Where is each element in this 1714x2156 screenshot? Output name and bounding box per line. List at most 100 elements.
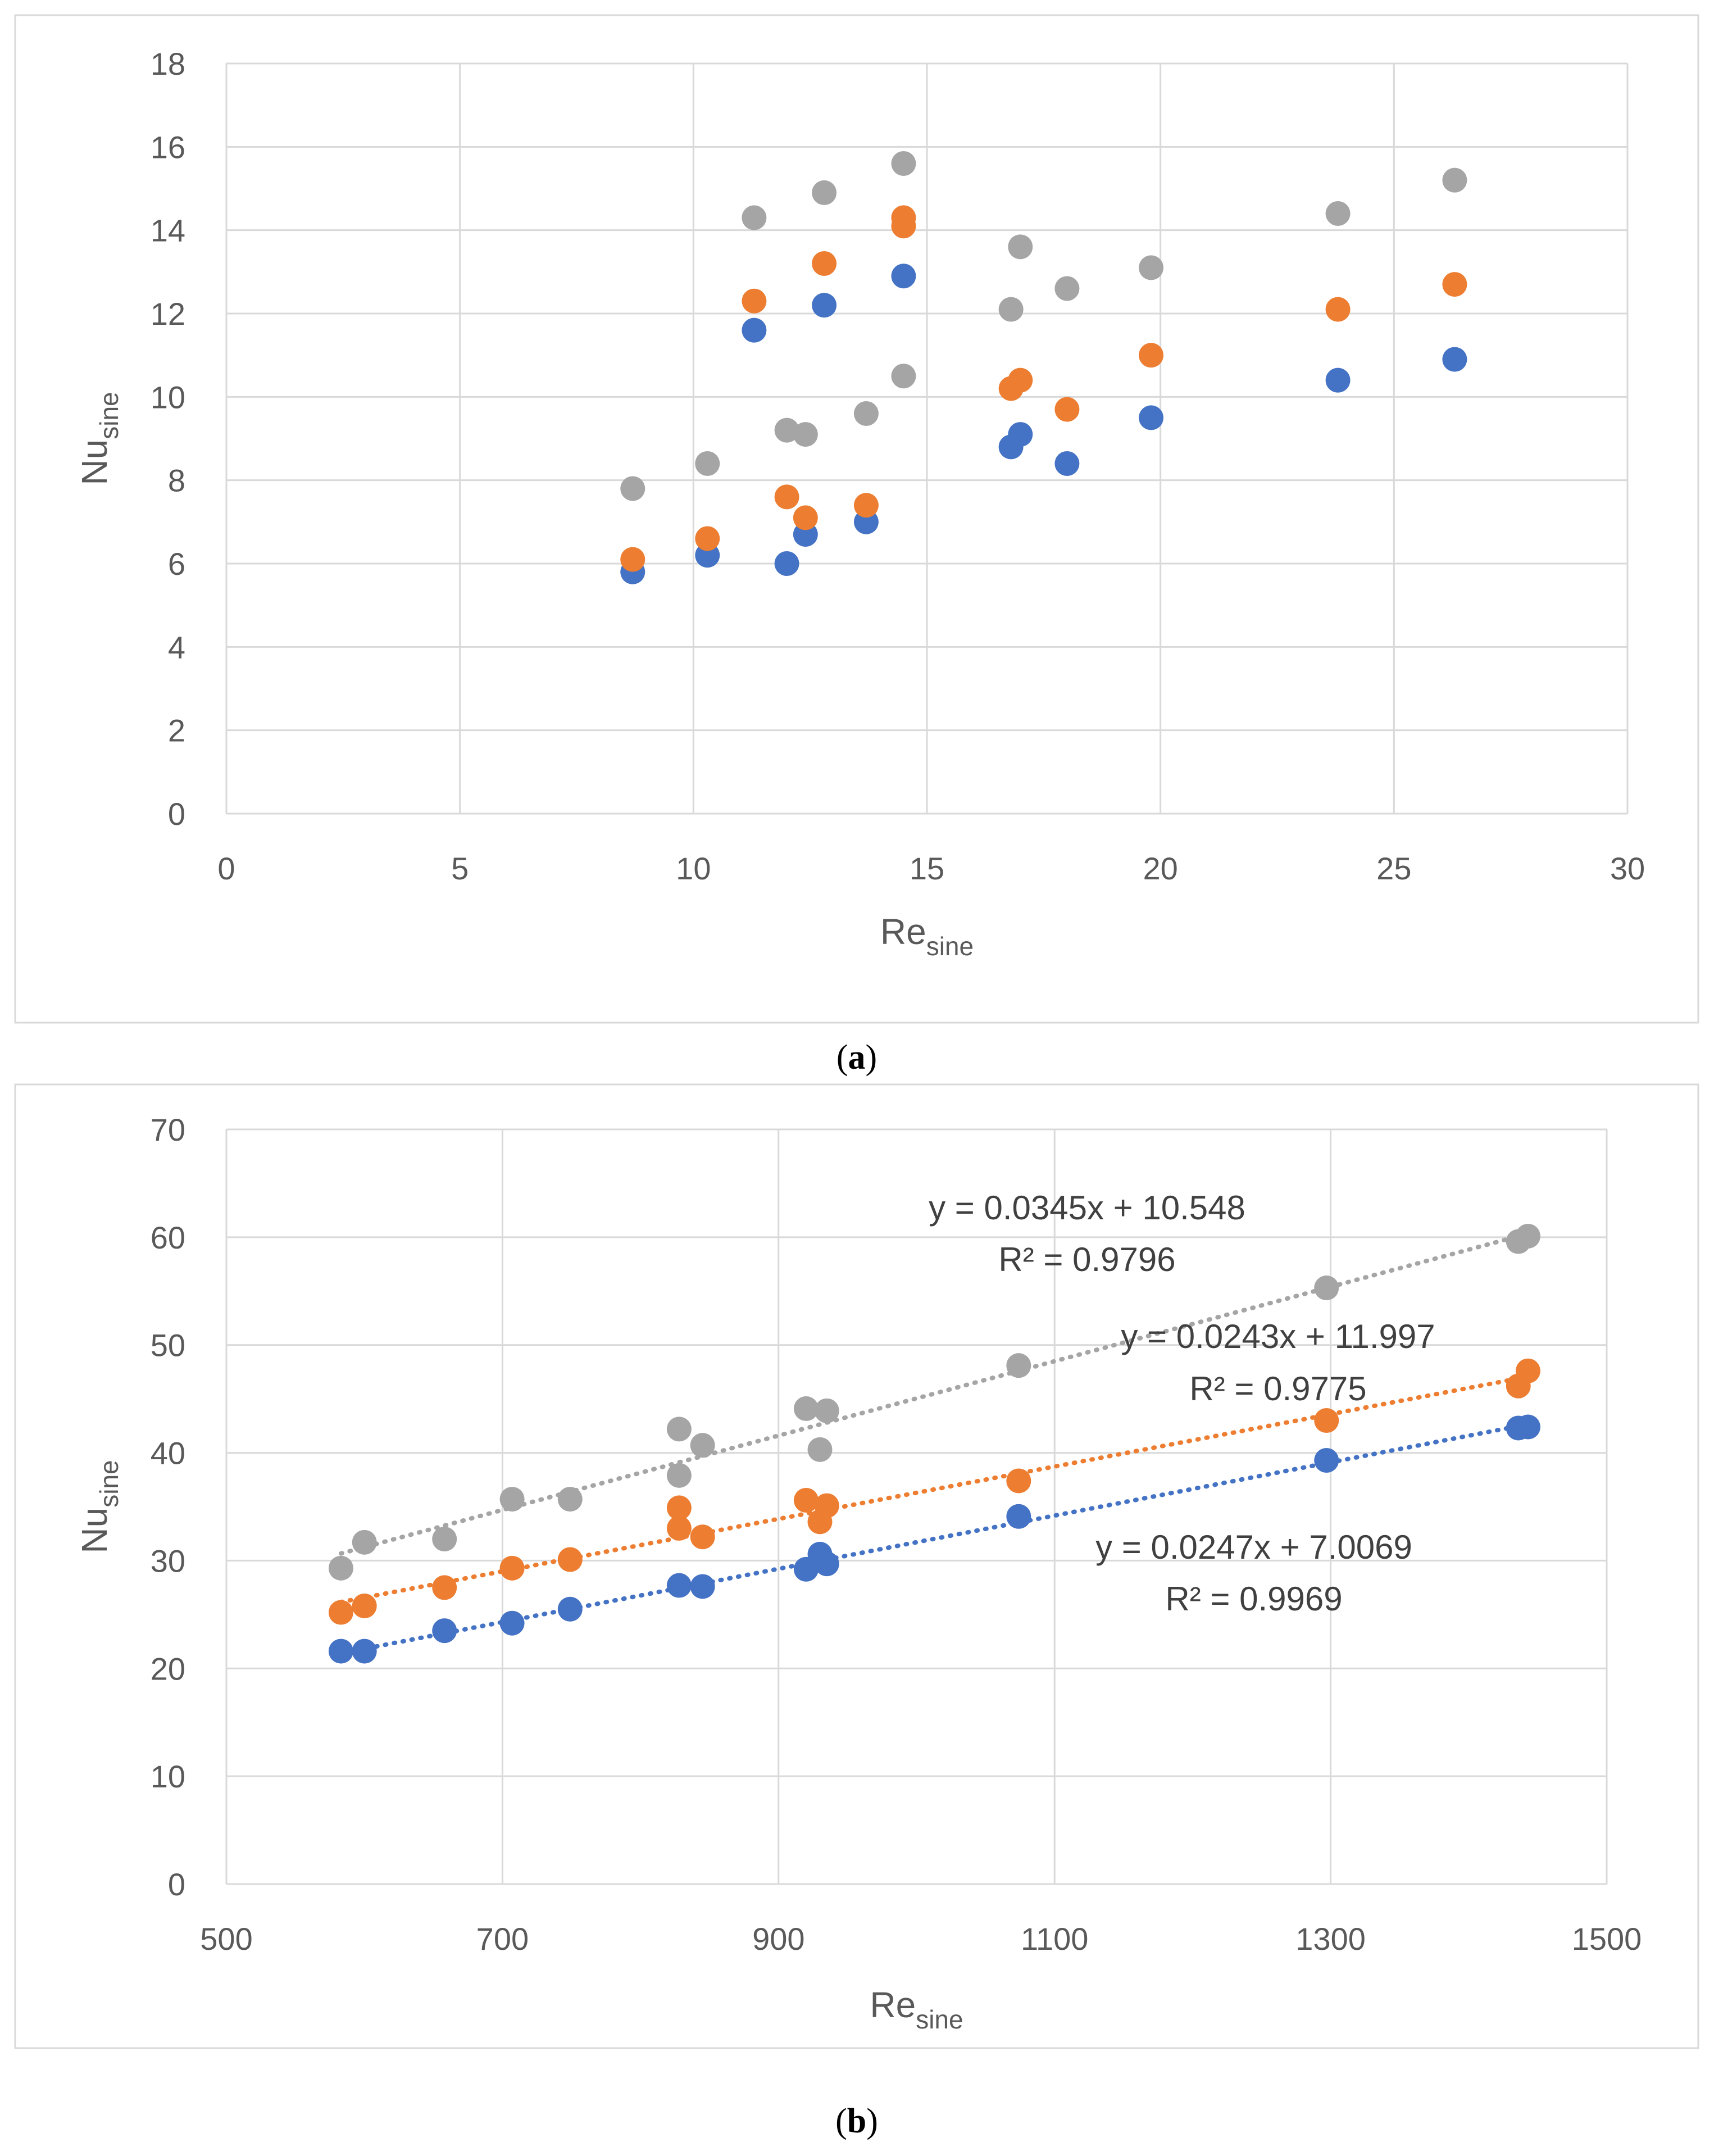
chart-b-gridlines bbox=[225, 1128, 1608, 1885]
chart-b-point-gray bbox=[328, 1555, 353, 1581]
chart-b-point-gray bbox=[666, 1463, 692, 1488]
chart-a-point-orange bbox=[695, 526, 720, 551]
chart-b-x-tick-label: 1100 bbox=[1021, 1921, 1088, 1957]
chart-b-point-orange bbox=[557, 1547, 583, 1572]
chart-a-point-orange bbox=[742, 288, 767, 314]
chart-a-x-tick-label: 10 bbox=[676, 851, 711, 886]
chart-b-x-axis-title: Resine bbox=[870, 1985, 963, 2034]
chart-b-point-orange bbox=[328, 1600, 353, 1625]
chart-a-point-gray bbox=[793, 422, 818, 447]
chart-a-point-orange bbox=[891, 214, 916, 239]
caption-a-letter: a bbox=[848, 1038, 866, 1077]
chart-b-point-blue bbox=[352, 1638, 377, 1664]
chart-a-y-tick-label: 8 bbox=[168, 463, 185, 498]
chart-a-point-gray bbox=[812, 180, 837, 205]
chart-b-equation-gray: y = 0.0345x + 10.548 bbox=[929, 1189, 1245, 1227]
chart-a-point-orange bbox=[793, 505, 818, 530]
chart-b-point-blue bbox=[1515, 1414, 1540, 1440]
chart-a-point-orange bbox=[620, 547, 645, 572]
caption-b-letter: b bbox=[847, 2102, 866, 2140]
chart-b-point-gray bbox=[1006, 1353, 1031, 1378]
chart-b-r2-gray: R² = 0.9796 bbox=[998, 1241, 1175, 1278]
chart-b-point-orange bbox=[666, 1515, 692, 1541]
chart-a-point-gray bbox=[742, 205, 767, 230]
chart-b-point-blue bbox=[432, 1618, 457, 1644]
chart-b-x-tick-label: 1300 bbox=[1295, 1921, 1366, 1957]
chart-a-y-tick-label: 10 bbox=[151, 379, 185, 415]
chart-a-point-blue bbox=[1442, 347, 1467, 372]
chart-a-point-gray bbox=[620, 476, 645, 501]
chart-a-x-tick-label: 25 bbox=[1376, 851, 1411, 886]
chart-a-gridlines bbox=[225, 62, 1629, 815]
chart-a-series-orange bbox=[620, 205, 1467, 572]
chart-b-point-orange bbox=[352, 1594, 377, 1619]
caption-a: (a) bbox=[836, 1038, 877, 1077]
chart-b-point-orange bbox=[793, 1487, 819, 1513]
chart-b-y-tick-label: 30 bbox=[151, 1543, 185, 1578]
chart-b-point-blue bbox=[557, 1596, 583, 1622]
chart-a-point-gray bbox=[891, 151, 916, 176]
chart-a-point-gray bbox=[774, 417, 799, 443]
chart-b-series-blue bbox=[328, 1414, 1540, 1664]
chart-b-point-gray bbox=[814, 1398, 839, 1423]
chart-a-y-tick-label: 2 bbox=[168, 713, 185, 748]
chart-b-y-tick-label: 20 bbox=[151, 1651, 185, 1686]
chart-a-point-blue bbox=[891, 264, 916, 289]
chart-b-point-gray bbox=[793, 1396, 819, 1421]
chart-b-x-tick-label: 1500 bbox=[1572, 1921, 1642, 1957]
chart-a-point-orange bbox=[853, 493, 879, 518]
chart-a-point-gray bbox=[1008, 234, 1033, 260]
chart-b-point-gray bbox=[432, 1527, 457, 1552]
chart-a-point-gray bbox=[1139, 255, 1164, 280]
chart-a-point-blue bbox=[1325, 367, 1351, 393]
chart-b-x-tick-label: 900 bbox=[752, 1921, 804, 1957]
chart-b-point-gray bbox=[499, 1487, 525, 1512]
chart-b-point-blue bbox=[814, 1551, 839, 1577]
chart-a-y-axis-title: Nusine bbox=[74, 392, 124, 485]
chart-a-point-orange bbox=[812, 251, 837, 276]
chart-b-series-orange bbox=[328, 1358, 1540, 1625]
chart-a-y-tick-label: 14 bbox=[151, 213, 185, 248]
chart-a-point-blue bbox=[1139, 405, 1164, 430]
chart-b-point-gray bbox=[666, 1417, 692, 1442]
chart-b-y-tick-label: 60 bbox=[151, 1220, 185, 1255]
chart-b-y-tick-label: 10 bbox=[151, 1759, 185, 1794]
chart-b: 0 10 20 30 40 50 60 70 500 700 900 1100 1300 1500 Resi… bbox=[74, 1112, 1642, 2034]
chart-b-point-blue bbox=[1006, 1504, 1031, 1529]
chart-b-point-blue bbox=[690, 1574, 715, 1599]
chart-a-point-gray bbox=[1442, 167, 1467, 193]
chart-a-x-axis-title: Resine bbox=[880, 911, 974, 961]
chart-b-frame bbox=[14, 1083, 1699, 2049]
chart-b-point-orange bbox=[1314, 1408, 1339, 1433]
chart-b-point-orange bbox=[499, 1555, 525, 1581]
chart-b-point-gray bbox=[352, 1529, 377, 1555]
chart-b-point-blue bbox=[1314, 1448, 1339, 1473]
chart-b-point-orange bbox=[432, 1575, 457, 1600]
chart-b-point-gray bbox=[1515, 1223, 1540, 1249]
chart-b-point-gray bbox=[1314, 1276, 1339, 1301]
chart-a-x-tick-label: 20 bbox=[1143, 851, 1178, 886]
chart-b-r2-orange: R² = 0.9775 bbox=[1189, 1370, 1366, 1408]
chart-a-point-orange bbox=[1008, 367, 1033, 393]
chart-a-point-gray bbox=[998, 297, 1024, 322]
chart-b-r2-blue: R² = 0.9969 bbox=[1165, 1580, 1342, 1618]
chart-b-point-blue bbox=[666, 1573, 692, 1598]
chart-b-x-tick-label: 700 bbox=[476, 1921, 529, 1957]
chart-a-point-blue bbox=[774, 551, 799, 576]
chart-b-point-orange bbox=[666, 1495, 692, 1520]
chart-a-point-gray bbox=[853, 401, 879, 426]
chart-a-point-blue bbox=[1008, 422, 1033, 447]
chart-a-point-orange bbox=[1325, 297, 1351, 322]
chart-a-point-orange bbox=[774, 484, 799, 510]
chart-a-point-blue bbox=[1054, 451, 1080, 476]
chart-b-y-axis-title: Nusine bbox=[74, 1460, 124, 1553]
chart-b-equation-blue: y = 0.0247x + 7.0069 bbox=[1095, 1528, 1412, 1566]
chart-b-point-gray bbox=[690, 1433, 715, 1458]
chart-a-x-tick-label: 0 bbox=[217, 851, 235, 886]
chart-a-point-gray bbox=[1325, 201, 1351, 226]
chart-b-point-orange bbox=[690, 1524, 715, 1550]
chart-b-y-tick-label: 0 bbox=[168, 1867, 185, 1902]
chart-a: 0 2 4 6 8 10 12 14 16 18 0 5 10 15 20 25 30 Resine Nusine bbox=[74, 46, 1645, 961]
chart-a-x-tick-label: 5 bbox=[451, 851, 469, 886]
